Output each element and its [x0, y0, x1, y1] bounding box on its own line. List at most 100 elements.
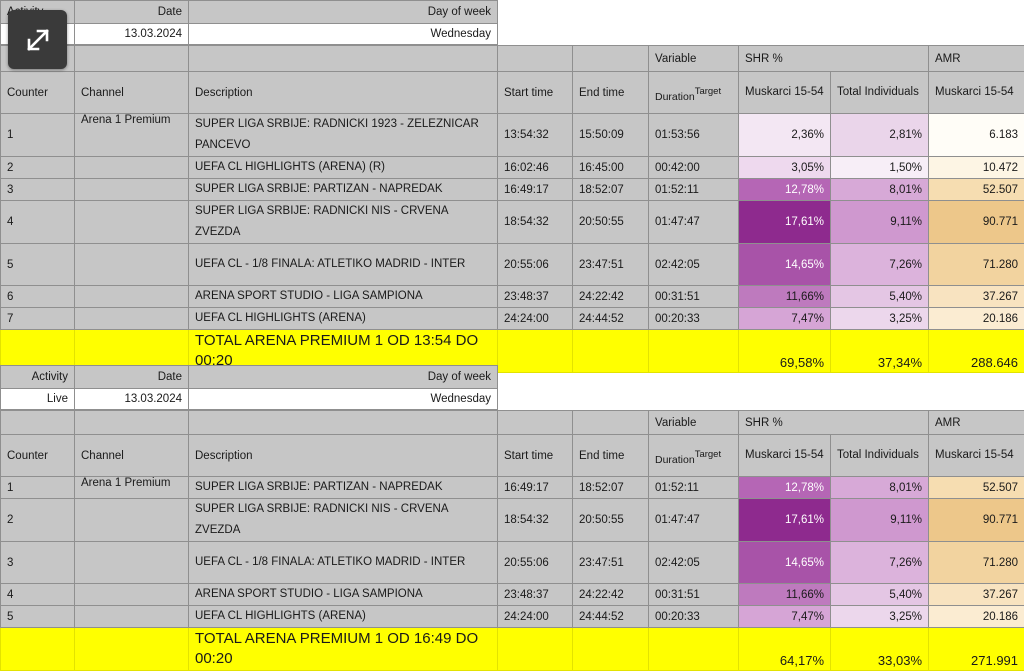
row-description: UEFA CL HIGHLIGHTS (ARENA) (R)	[189, 157, 498, 179]
meta-header: Activity Date Day of week Live 13.03.202…	[0, 365, 498, 410]
row-start-time: 24:24:00	[498, 606, 573, 628]
col-shr-total: Total Individuals	[831, 435, 929, 477]
row-duration: 00:20:33	[649, 606, 739, 628]
row-duration: 01:52:11	[649, 179, 739, 201]
row-amr: 37.267	[929, 584, 1024, 606]
row-shr-total: 5,40%	[831, 584, 929, 606]
row-start-time: 18:54:32	[498, 499, 573, 542]
col-description: Description	[189, 435, 498, 477]
row-duration: 01:52:11	[649, 477, 739, 499]
col-shr-muskarci: Muskarci 15-54	[739, 72, 831, 114]
row-counter: 4	[1, 201, 75, 244]
row-end-time: 24:22:42	[573, 286, 649, 308]
date-value: 13.03.2024	[75, 24, 189, 45]
row-amr: 37.267	[929, 286, 1024, 308]
row-description: UEFA CL HIGHLIGHTS (ARENA)	[189, 606, 498, 628]
col-shr-total: Total Individuals	[831, 72, 929, 114]
row-duration: 01:47:47	[649, 499, 739, 542]
row-counter: 6	[1, 286, 75, 308]
row-shr-muskarci: 11,66%	[739, 584, 831, 606]
day-of-week-label: Day of week	[189, 366, 498, 389]
row-end-time: 23:47:51	[573, 542, 649, 584]
row-shr-muskarci: 14,65%	[739, 542, 831, 584]
row-start-time: 20:55:06	[498, 244, 573, 286]
row-shr-total: 7,26%	[831, 244, 929, 286]
row-duration: 02:42:05	[649, 542, 739, 584]
col-end-time: End time	[573, 435, 649, 477]
col-shr-muskarci: Muskarci 15-54	[739, 435, 831, 477]
row-duration: 02:42:05	[649, 244, 739, 286]
row-channel	[75, 499, 189, 542]
row-amr: 71.280	[929, 244, 1024, 286]
row-amr: 10.472	[929, 157, 1024, 179]
col-target: Target	[695, 86, 721, 97]
col-duration: Duration	[655, 91, 695, 103]
row-channel	[75, 201, 189, 244]
total-shr-muskarci: 64,17%	[739, 628, 831, 671]
row-counter: 2	[1, 499, 75, 542]
date-value: 13.03.2024	[75, 389, 189, 410]
row-shr-total: 8,01%	[831, 477, 929, 499]
row-start-time: 13:54:32	[498, 114, 573, 157]
row-description: SUPER LIGA SRBIJE: PARTIZAN - NAPREDAK	[189, 477, 498, 499]
row-counter: 1	[1, 477, 75, 499]
row-channel	[75, 542, 189, 584]
day-of-week-label: Day of week	[189, 1, 498, 24]
row-description: UEFA CL - 1/8 FINALA: ATLETIKO MADRID - …	[189, 542, 498, 584]
activity-value: Live	[1, 389, 75, 410]
row-shr-muskarci: 7,47%	[739, 606, 831, 628]
row-duration: 01:47:47	[649, 201, 739, 244]
row-shr-total: 9,11%	[831, 201, 929, 244]
row-end-time: 18:52:07	[573, 477, 649, 499]
amr-label: AMR	[929, 411, 1024, 435]
col-channel: Channel	[75, 435, 189, 477]
row-shr-muskarci: 11,66%	[739, 286, 831, 308]
row-start-time: 16:49:17	[498, 179, 573, 201]
row-start-time: 24:24:00	[498, 308, 573, 330]
row-counter: 3	[1, 179, 75, 201]
row-end-time: 23:47:51	[573, 244, 649, 286]
row-channel	[75, 308, 189, 330]
row-shr-total: 3,25%	[831, 606, 929, 628]
col-start-time: Start time	[498, 435, 573, 477]
row-amr: 90.771	[929, 201, 1024, 244]
row-shr-muskarci: 14,65%	[739, 244, 831, 286]
row-end-time: 20:50:55	[573, 499, 649, 542]
col-description: Description	[189, 72, 498, 114]
row-counter: 5	[1, 606, 75, 628]
col-amr-muskarci: Muskarci 15-54	[929, 72, 1024, 114]
row-shr-total: 2,81%	[831, 114, 929, 157]
data-table: Variable SHR % AMR Counter Channel Descr…	[0, 45, 1024, 373]
row-counter: 4	[1, 584, 75, 606]
col-duration: Duration	[655, 454, 695, 466]
row-end-time: 24:44:52	[573, 308, 649, 330]
row-description: SUPER LIGA SRBIJE: PARTIZAN - NAPREDAK	[189, 179, 498, 201]
row-shr-muskarci: 17,61%	[739, 201, 831, 244]
row-shr-muskarci: 7,47%	[739, 308, 831, 330]
row-start-time: 23:48:37	[498, 286, 573, 308]
row-end-time: 24:22:42	[573, 584, 649, 606]
row-counter: 5	[1, 244, 75, 286]
data-table: Variable SHR % AMR Counter Channel Descr…	[0, 410, 1024, 671]
row-end-time: 20:50:55	[573, 201, 649, 244]
row-counter: 2	[1, 157, 75, 179]
row-amr: 6.183	[929, 114, 1024, 157]
shr-label: SHR %	[739, 46, 929, 72]
report-table-2: Activity Date Day of week Live 13.03.202…	[0, 365, 1024, 671]
row-duration: 00:20:33	[649, 308, 739, 330]
row-amr: 90.771	[929, 499, 1024, 542]
expand-button[interactable]	[8, 10, 67, 69]
variable-label: Variable	[649, 411, 739, 435]
variable-label: Variable	[649, 46, 739, 72]
table-row: 2 UEFA CL HIGHLIGHTS (ARENA) (R)16:02:46 1…	[1, 157, 1024, 179]
day-of-week-value: Wednesday	[189, 389, 498, 410]
row-start-time: 16:49:17	[498, 477, 573, 499]
row-start-time: 16:02:46	[498, 157, 573, 179]
